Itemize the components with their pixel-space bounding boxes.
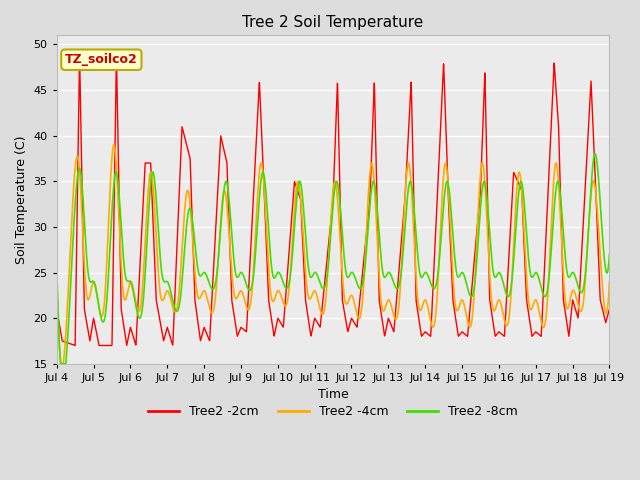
Tree2 -4cm <box>58 361 65 367</box>
Tree2 -2cm <box>289 197 297 203</box>
Tree2 -4cm <box>149 183 157 189</box>
Tree2 -8cm <box>591 151 599 156</box>
X-axis label: Time: Time <box>317 388 348 401</box>
Tree2 -8cm <box>53 261 61 266</box>
Tree2 -4cm <box>536 310 543 315</box>
Tree2 -8cm <box>289 246 297 252</box>
Tree2 -2cm <box>605 306 613 312</box>
Y-axis label: Soil Temperature (C): Soil Temperature (C) <box>15 135 28 264</box>
Tree2 -2cm <box>536 332 543 338</box>
Tree2 -2cm <box>149 216 157 221</box>
Tree2 -8cm <box>265 230 273 236</box>
Tree2 -2cm <box>76 51 83 57</box>
Tree2 -4cm <box>605 279 613 285</box>
Tree2 -4cm <box>53 270 61 276</box>
Tree2 -4cm <box>116 240 124 245</box>
Tree2 -8cm <box>57 361 65 367</box>
Tree2 -4cm <box>110 142 118 148</box>
Tree2 -8cm <box>116 204 124 209</box>
Tree2 -4cm <box>595 231 603 237</box>
Title: Tree 2 Soil Temperature: Tree 2 Soil Temperature <box>243 15 424 30</box>
Line: Tree2 -2cm: Tree2 -2cm <box>57 54 609 346</box>
Line: Tree2 -8cm: Tree2 -8cm <box>57 154 609 364</box>
Legend: Tree2 -2cm, Tree2 -4cm, Tree2 -8cm: Tree2 -2cm, Tree2 -4cm, Tree2 -8cm <box>143 400 523 423</box>
Tree2 -2cm <box>95 343 103 348</box>
Tree2 -4cm <box>289 229 297 235</box>
Tree2 -8cm <box>595 181 603 187</box>
Tree2 -2cm <box>595 265 603 271</box>
Tree2 -8cm <box>605 252 613 257</box>
Line: Tree2 -4cm: Tree2 -4cm <box>57 145 609 364</box>
Tree2 -8cm <box>149 169 157 175</box>
Tree2 -2cm <box>53 306 61 312</box>
Tree2 -2cm <box>265 300 273 306</box>
Text: TZ_soilco2: TZ_soilco2 <box>65 53 138 66</box>
Tree2 -8cm <box>536 277 543 283</box>
Tree2 -4cm <box>265 271 273 276</box>
Tree2 -2cm <box>116 248 124 254</box>
